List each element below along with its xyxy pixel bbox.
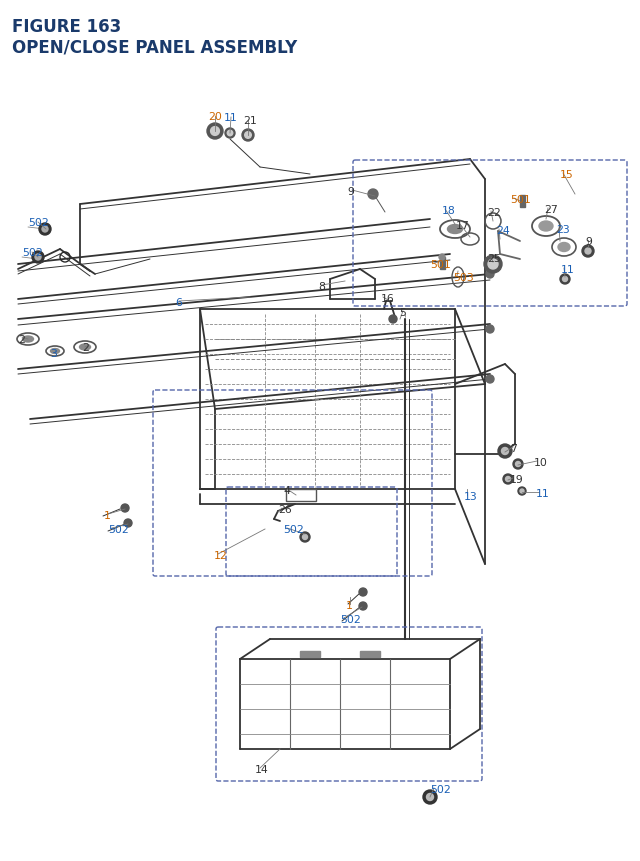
Circle shape <box>506 477 511 482</box>
Text: 503: 503 <box>453 273 474 282</box>
Text: 502: 502 <box>283 524 304 535</box>
Text: 17: 17 <box>456 220 470 231</box>
Ellipse shape <box>22 337 33 343</box>
Circle shape <box>121 505 129 512</box>
Circle shape <box>211 127 220 136</box>
Text: 6: 6 <box>175 298 182 307</box>
Ellipse shape <box>539 222 553 232</box>
Text: 11: 11 <box>224 113 237 123</box>
Circle shape <box>32 251 44 263</box>
Circle shape <box>515 462 520 467</box>
Text: 27: 27 <box>544 205 557 214</box>
Circle shape <box>423 790 437 804</box>
Circle shape <box>503 474 513 485</box>
Circle shape <box>368 189 378 200</box>
Text: 11: 11 <box>561 264 575 275</box>
Circle shape <box>359 588 367 597</box>
Text: FIGURE 163: FIGURE 163 <box>12 18 121 36</box>
Text: 23: 23 <box>556 225 570 235</box>
Circle shape <box>585 249 591 255</box>
Text: 5: 5 <box>399 307 406 318</box>
Circle shape <box>426 794 433 801</box>
Text: 15: 15 <box>560 170 573 180</box>
Ellipse shape <box>51 349 60 354</box>
Circle shape <box>35 255 41 261</box>
Circle shape <box>207 124 223 139</box>
Circle shape <box>488 260 498 269</box>
Text: 501: 501 <box>430 260 451 269</box>
Circle shape <box>227 131 233 137</box>
Text: 502: 502 <box>28 218 49 228</box>
Circle shape <box>389 316 397 324</box>
Ellipse shape <box>447 226 463 234</box>
Text: OPEN/CLOSE PANEL ASSEMBLY: OPEN/CLOSE PANEL ASSEMBLY <box>12 38 297 56</box>
Text: 1: 1 <box>104 511 111 520</box>
Circle shape <box>124 519 132 528</box>
Text: 502: 502 <box>430 784 451 794</box>
Circle shape <box>520 489 524 493</box>
Circle shape <box>498 444 512 458</box>
Text: 8: 8 <box>318 282 325 292</box>
Text: 22: 22 <box>487 208 500 218</box>
Text: 14: 14 <box>255 764 269 774</box>
Text: 3: 3 <box>50 349 57 358</box>
Text: 19: 19 <box>510 474 524 485</box>
Circle shape <box>486 375 494 383</box>
Circle shape <box>225 129 235 139</box>
Circle shape <box>513 460 523 469</box>
Bar <box>440 257 445 269</box>
Text: 10: 10 <box>534 457 548 468</box>
Circle shape <box>582 245 594 257</box>
Circle shape <box>303 535 307 540</box>
Ellipse shape <box>79 344 90 350</box>
Circle shape <box>518 487 526 495</box>
Text: 9: 9 <box>585 237 592 247</box>
Circle shape <box>244 133 252 139</box>
Text: 9: 9 <box>347 187 354 197</box>
Circle shape <box>39 224 51 236</box>
Circle shape <box>563 277 568 282</box>
Text: 502: 502 <box>340 614 361 624</box>
Text: 7: 7 <box>510 443 517 454</box>
Text: 24: 24 <box>496 226 509 236</box>
Circle shape <box>439 255 445 261</box>
Bar <box>520 195 525 208</box>
Ellipse shape <box>558 243 570 252</box>
Circle shape <box>242 130 254 142</box>
Text: 11: 11 <box>536 488 550 499</box>
Text: 18: 18 <box>442 206 456 216</box>
Circle shape <box>560 275 570 285</box>
Text: 16: 16 <box>381 294 395 304</box>
Text: 26: 26 <box>278 505 292 514</box>
Circle shape <box>486 325 494 333</box>
Text: 4: 4 <box>283 486 290 495</box>
Text: 502: 502 <box>22 248 43 257</box>
Text: 13: 13 <box>464 492 477 501</box>
Circle shape <box>359 603 367 610</box>
Circle shape <box>484 256 502 274</box>
Circle shape <box>502 448 509 455</box>
Text: 25: 25 <box>487 254 500 263</box>
Text: 21: 21 <box>243 116 257 126</box>
Text: 20: 20 <box>208 112 222 122</box>
Bar <box>360 651 380 657</box>
Bar <box>286 489 316 501</box>
Text: 2: 2 <box>82 343 89 353</box>
Text: 2: 2 <box>18 335 25 344</box>
Text: 12: 12 <box>214 550 228 561</box>
Circle shape <box>486 270 494 279</box>
Text: 501: 501 <box>510 195 531 205</box>
Circle shape <box>300 532 310 542</box>
Circle shape <box>42 226 48 232</box>
Text: 502: 502 <box>108 524 129 535</box>
Bar <box>300 651 320 657</box>
Text: 1: 1 <box>346 600 353 610</box>
